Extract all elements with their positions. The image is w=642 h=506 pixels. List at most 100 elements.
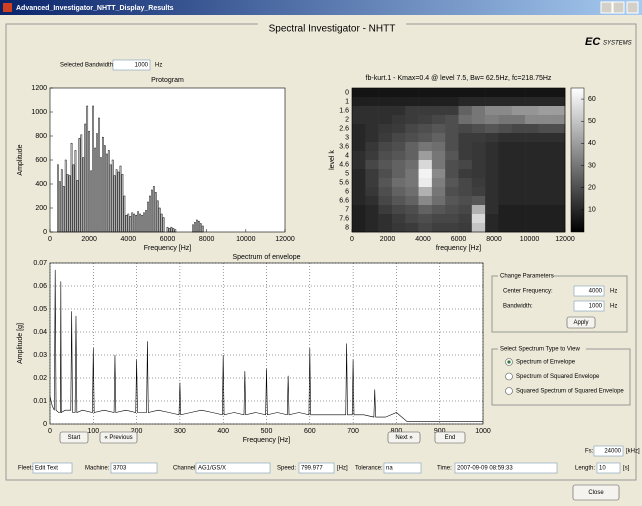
heatmap-cell: [405, 205, 419, 214]
heatmap-cell: [459, 88, 473, 97]
bar: [85, 124, 86, 232]
heatmap-cell: [472, 160, 486, 169]
x-tick-label: 700: [347, 428, 359, 435]
bar: [173, 228, 174, 232]
heatmap-cell: [538, 106, 552, 115]
heatmap-cell: [525, 205, 539, 214]
heatmap-cell: [498, 187, 512, 196]
heatmap-cell: [525, 88, 539, 97]
bar: [67, 174, 68, 232]
heatmap-cell: [552, 124, 566, 133]
bar: [110, 165, 111, 232]
bar: [124, 196, 125, 232]
label: [kHz]: [626, 449, 640, 455]
y-tick-label: 6.6: [339, 197, 349, 204]
heatmap-cell: [352, 214, 366, 223]
heatmap-cell: [392, 88, 406, 97]
heatmap-cell: [419, 133, 433, 142]
bar: [98, 118, 99, 232]
bar: [65, 160, 66, 232]
bar: [192, 225, 193, 232]
y-tick-label: 0.07: [33, 260, 47, 267]
heatmap-cell: [472, 151, 486, 160]
heatmap-cell: [459, 187, 473, 196]
close-window-button[interactable]: [627, 2, 638, 13]
bar: [202, 226, 203, 232]
heatmap-cell: [538, 187, 552, 196]
heatmap-cell: [405, 133, 419, 142]
heatmap-cell: [472, 169, 486, 178]
heatmap-cell: [432, 223, 446, 232]
x-tick-label: 4000: [121, 236, 137, 243]
bar: [149, 196, 150, 232]
x-tick-label: 500: [261, 428, 273, 435]
heatmap-cell: [445, 160, 459, 169]
label: Hz: [155, 63, 162, 69]
heatmap-cell: [392, 187, 406, 196]
heatmap-cell: [432, 205, 446, 214]
heatmap-cell: [512, 142, 526, 151]
y-tick-label: 7.6: [339, 215, 349, 222]
maximize-button[interactable]: [613, 2, 624, 13]
colorbar-tick-label: 20: [588, 185, 596, 192]
heatmap-cell: [512, 196, 526, 205]
heatmap-cell: [525, 151, 539, 160]
heatmap-cell: [445, 223, 459, 232]
bar: [155, 192, 156, 232]
heatmap-cell: [538, 160, 552, 169]
heatmap-cell: [432, 178, 446, 187]
heatmap-cell: [379, 187, 393, 196]
bar: [104, 146, 105, 232]
bar: [169, 228, 170, 232]
heatmap-cell: [365, 97, 379, 106]
label: Fs:: [585, 449, 594, 455]
heatmap-cell: [379, 97, 393, 106]
bar: [100, 158, 101, 232]
heatmap-cell: [392, 169, 406, 178]
bar: [136, 215, 137, 232]
heatmap-cell: [379, 214, 393, 223]
heatmap-cell: [498, 88, 512, 97]
heatmap-cell: [459, 133, 473, 142]
heatmap-cell: [419, 223, 433, 232]
bar: [134, 214, 135, 232]
label: Hz: [610, 289, 617, 295]
heatmap-cell: [498, 214, 512, 223]
bar: [167, 227, 168, 232]
heatmap-cell: [365, 124, 379, 133]
heatmap-cell: [392, 142, 406, 151]
x-tick-label: 12000: [555, 236, 575, 243]
minimize-button[interactable]: [601, 2, 612, 13]
heatmap-cell: [512, 160, 526, 169]
heatmap-cell: [485, 88, 499, 97]
y-tick-label: 1200: [31, 85, 47, 92]
heatmap-cell: [392, 124, 406, 133]
heatmap-cell: [485, 133, 499, 142]
heatmap-cell: [485, 178, 499, 187]
heatmap-cell: [365, 106, 379, 115]
x-tick-label: 1000: [475, 428, 491, 435]
radio-button[interactable]: [506, 373, 513, 380]
heatmap-cell: [445, 205, 459, 214]
heatmap-cell: [498, 178, 512, 187]
heatmap-cell: [419, 214, 433, 223]
radio-button[interactable]: [506, 388, 513, 395]
heatmap-cell: [365, 223, 379, 232]
heatmap-cell: [352, 133, 366, 142]
heatmap-cell: [538, 178, 552, 187]
heatmap-cell: [472, 133, 486, 142]
colorbar-tick-label: 40: [588, 140, 596, 147]
x-tick-label: 10000: [236, 236, 256, 243]
heatmap-cell: [365, 115, 379, 124]
heatmap-cell: [379, 169, 393, 178]
chart-title: Spectrum of envelope: [232, 254, 300, 261]
heatmap-cell: [445, 142, 459, 151]
heatmap-cell: [352, 151, 366, 160]
colorbar-tick-label: 50: [588, 118, 596, 125]
x-tick-label: 10000: [520, 236, 540, 243]
heatmap-cell: [525, 160, 539, 169]
field-value: Edit Text: [35, 466, 58, 472]
x-tick-label: 2000: [380, 236, 396, 243]
y-tick-label: 800: [35, 133, 47, 140]
heatmap-cell: [552, 214, 566, 223]
